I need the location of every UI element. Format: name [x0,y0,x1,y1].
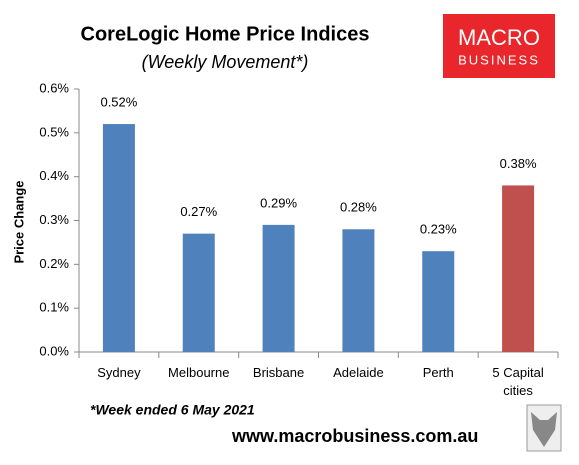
wolf-icon [526,404,562,452]
y-tick-label: 0.5% [39,124,69,139]
y-tick-label: 0.1% [39,300,69,315]
data-label: 0.29% [260,195,297,210]
y-tick-label: 0.2% [39,256,69,271]
x-tick-label: Sydney [97,365,141,380]
bar [342,229,375,352]
y-tick-label: 0.4% [39,168,69,183]
y-tick-label: 0.6% [39,80,69,95]
bar [502,185,535,352]
data-label: 0.52% [100,95,137,110]
data-label: 0.28% [340,200,377,215]
bar [102,124,135,352]
bar [182,233,215,352]
chart-subtitle: (Weekly Movement*) [142,52,309,72]
x-tick-label: Melbourne [168,365,230,380]
x-tick-label: 5 Capital cities [492,365,544,398]
bar [422,251,455,352]
x-tick-label: Brisbane [252,365,305,380]
data-label: 0.38% [500,156,537,171]
y-axis-label: Price Change [11,180,26,263]
x-tick-label: Perth [422,365,454,380]
data-label: 0.23% [420,222,457,237]
source: www.macrobusiness.com.au [231,426,478,446]
y-tick-label: 0.0% [39,343,69,358]
chart-title: CoreLogic Home Price Indices [81,23,370,45]
data-label: 0.27% [180,204,217,219]
logo-text: MACRO [458,25,540,50]
logo-text: BUSINESS [458,52,540,67]
x-tick-label: Adelaide [333,365,384,380]
footnote: *Week ended 6 May 2021 [90,402,255,418]
y-tick-label: 0.3% [39,212,69,227]
logo-box [443,14,555,78]
bar [262,224,295,352]
